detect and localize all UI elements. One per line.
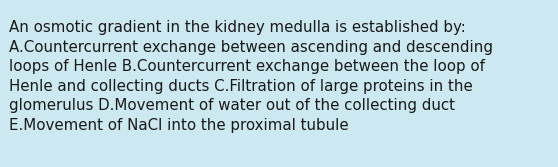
- Text: An osmotic gradient in the kidney medulla is established by:
A.Countercurrent ex: An osmotic gradient in the kidney medull…: [9, 20, 493, 133]
